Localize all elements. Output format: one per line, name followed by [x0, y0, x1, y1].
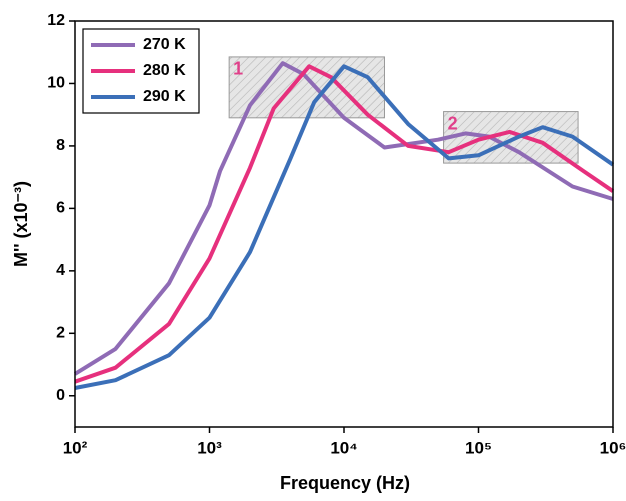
- legend-label: 270 K: [143, 36, 186, 53]
- x-tick-label: 10³: [197, 438, 222, 457]
- line-series: [74, 64, 615, 390]
- x-tick-label: 10⁶: [600, 438, 626, 457]
- x-tick-label: 10⁴: [330, 438, 357, 457]
- x-tick-label: 10²: [63, 438, 88, 457]
- y-tick-label: 0: [56, 387, 65, 404]
- x-axis-label: Frequency (Hz): [280, 473, 410, 493]
- y-tick-label: 8: [56, 137, 65, 154]
- y-tick-label: 6: [56, 200, 65, 217]
- annotation-box: [443, 111, 579, 164]
- annotation-label: 2: [448, 113, 458, 133]
- y-tick-label: 2: [56, 325, 65, 342]
- y-axis-label: M'' (x10⁻³): [11, 181, 31, 267]
- annotation-label: 1: [233, 59, 243, 79]
- y-tick-label: 12: [47, 12, 65, 29]
- y-tick-label: 4: [56, 262, 65, 279]
- legend-label: 290 K: [143, 88, 186, 105]
- legend-label: 280 K: [143, 62, 186, 79]
- line-series: [74, 64, 615, 384]
- y-tick-label: 10: [47, 75, 65, 92]
- x-tick-label: 10⁵: [465, 438, 492, 457]
